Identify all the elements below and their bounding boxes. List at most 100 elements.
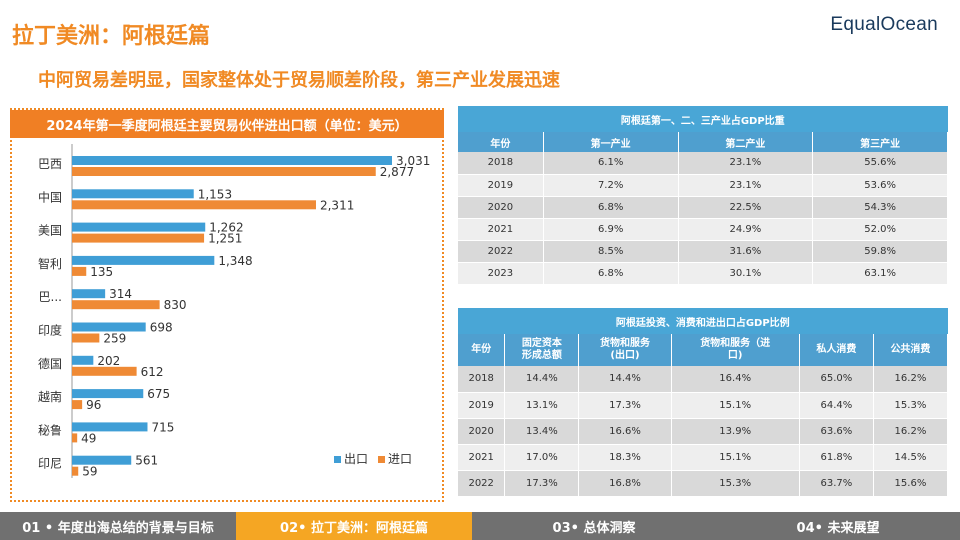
export-value-label: 698 xyxy=(150,321,173,335)
table-cell: 17.3% xyxy=(504,470,580,497)
table-row: 2022 8.5% 31.6% 59.8% xyxy=(458,240,948,263)
import-bar xyxy=(72,167,376,176)
table-cell: 30.1% xyxy=(678,262,814,285)
table-row: 2019 13.1% 17.3% 15.1% 64.4% 15.3% xyxy=(458,392,949,419)
table-row: 2021 6.9% 24.9% 52.0% xyxy=(458,218,948,241)
table-cell: 2018 xyxy=(458,152,544,175)
export-value-label: 202 xyxy=(97,354,120,368)
table-cell: 61.8% xyxy=(799,444,874,471)
export-bar xyxy=(72,156,392,165)
table-cell: 13.1% xyxy=(504,392,580,419)
table-cell: 6.9% xyxy=(543,218,679,241)
export-bar xyxy=(72,289,106,299)
export-value-label: 1,348 xyxy=(218,254,252,268)
table-row: 2018 6.1% 23.1% 55.6% xyxy=(458,152,948,175)
export-bar xyxy=(72,355,94,365)
category-label: 巴... xyxy=(39,290,62,304)
column-header: 私人消费 xyxy=(799,334,874,366)
import-value-label: 59 xyxy=(82,465,97,479)
table-cell: 15.1% xyxy=(671,444,800,471)
footer-nav: 01 • 年度出海总结的背景与目标 02• 拉丁美洲：阿根廷篇 03• 总体洞察… xyxy=(0,512,960,540)
table-cell: 14.4% xyxy=(504,366,580,393)
export-value-label: 314 xyxy=(109,287,132,301)
chart-title: 2024年第一季度阿根廷主要贸易伙伴进出口额（单位：美元） xyxy=(10,110,444,138)
import-value-label: 2,877 xyxy=(380,165,414,179)
import-bar xyxy=(72,266,87,276)
table-cell: 2020 xyxy=(458,418,506,445)
table-cell: 18.3% xyxy=(578,444,672,471)
category-label: 巴西 xyxy=(38,157,62,171)
export-value-label: 3,031 xyxy=(396,154,430,168)
table-cell: 15.3% xyxy=(671,470,800,497)
table-cell: 13.4% xyxy=(504,418,580,445)
footer-tab-2[interactable]: 02• 拉丁美洲：阿根廷篇 xyxy=(236,512,472,540)
export-bar xyxy=(72,422,148,432)
footer-tab-3[interactable]: 03• 总体洞察 xyxy=(472,512,716,540)
column-header: 第二产业 xyxy=(678,132,814,152)
category-label: 智利 xyxy=(38,256,62,271)
import-value-label: 830 xyxy=(164,298,187,312)
column-header: 货物和服务 (出口) xyxy=(578,334,672,366)
legend-export: 出口 xyxy=(334,450,368,467)
import-bar xyxy=(72,433,78,443)
column-header: 年份 xyxy=(458,334,506,366)
table-cell: 63.1% xyxy=(812,262,948,285)
table-cell: 64.4% xyxy=(799,392,874,419)
table-row: 2021 17.0% 18.3% 15.1% 61.8% 14.5% xyxy=(458,444,949,471)
export-bar xyxy=(72,255,215,265)
table-row: 2023 6.8% 30.1% 63.1% xyxy=(458,262,948,285)
table-cell: 55.6% xyxy=(812,152,948,175)
table-cell: 8.5% xyxy=(543,240,679,263)
table-cell: 2023 xyxy=(458,262,544,285)
table-cell: 17.0% xyxy=(504,444,580,471)
page-subtitle: 中阿贸易差明显，国家整体处于贸易顺差阶段，第三产业发展迅速 xyxy=(38,70,560,91)
table-cell: 53.6% xyxy=(812,174,948,197)
category-label: 秘鲁 xyxy=(38,423,62,437)
category-label: 德国 xyxy=(38,356,62,371)
table-cell: 16.4% xyxy=(671,366,800,393)
export-bar xyxy=(72,389,144,399)
gdp-expenditure-table: 阿根廷投资、消费和进出口占GDP比例 年份 固定资本 形成总额 货物和服务 (出口) 货物和… xyxy=(458,308,949,497)
import-value-label: 96 xyxy=(86,398,101,412)
table-cell: 6.8% xyxy=(543,196,679,219)
category-label: 越南 xyxy=(38,389,62,404)
table-cell: 17.3% xyxy=(578,392,672,419)
export-bar xyxy=(72,222,206,232)
table-cell: 15.6% xyxy=(873,470,949,497)
table-caption: 阿根廷投资、消费和进出口占GDP比例 xyxy=(458,308,948,334)
column-header: 第三产业 xyxy=(812,132,948,152)
table-cell: 63.6% xyxy=(799,418,874,445)
category-label: 中国 xyxy=(38,189,62,204)
gdp-sector-table: 阿根廷第一、二、三产业占GDP比重 年份 第一产业 第二产业 第三产业 2018 6.1% 2… xyxy=(458,106,948,285)
footer-tab-1[interactable]: 01 • 年度出海总结的背景与目标 xyxy=(0,512,236,540)
export-value-label: 675 xyxy=(147,387,170,401)
export-value-label: 1,262 xyxy=(209,221,243,235)
table-cell: 2021 xyxy=(458,444,506,471)
table-cell: 2022 xyxy=(458,240,544,263)
table-cell: 2019 xyxy=(458,392,506,419)
table-cell: 16.6% xyxy=(578,418,672,445)
table-cell: 16.2% xyxy=(873,366,949,393)
page-title: 拉丁美洲：阿根廷篇 xyxy=(12,24,211,49)
table-cell: 16.8% xyxy=(578,470,672,497)
import-bar xyxy=(72,300,160,310)
table-cell: 7.2% xyxy=(543,174,679,197)
table-row: 2018 14.4% 14.4% 16.4% 65.0% 16.2% xyxy=(458,366,949,393)
import-bar xyxy=(72,366,137,376)
table-cell: 54.3% xyxy=(812,196,948,219)
import-bar xyxy=(72,466,79,476)
import-value-label: 612 xyxy=(141,365,164,379)
category-label: 印度 xyxy=(38,323,62,338)
table-cell: 31.6% xyxy=(678,240,814,263)
export-value-label: 715 xyxy=(151,420,174,434)
table-cell: 6.8% xyxy=(543,262,679,285)
footer-tab-4[interactable]: 04• 未来展望 xyxy=(716,512,960,540)
table-cell: 14.4% xyxy=(578,366,672,393)
table-cell: 63.7% xyxy=(799,470,874,497)
category-label: 印尼 xyxy=(38,457,62,471)
table-cell: 14.5% xyxy=(873,444,949,471)
import-bar xyxy=(72,400,83,410)
export-value-label: 1,153 xyxy=(198,187,232,201)
column-header: 年份 xyxy=(458,132,544,152)
